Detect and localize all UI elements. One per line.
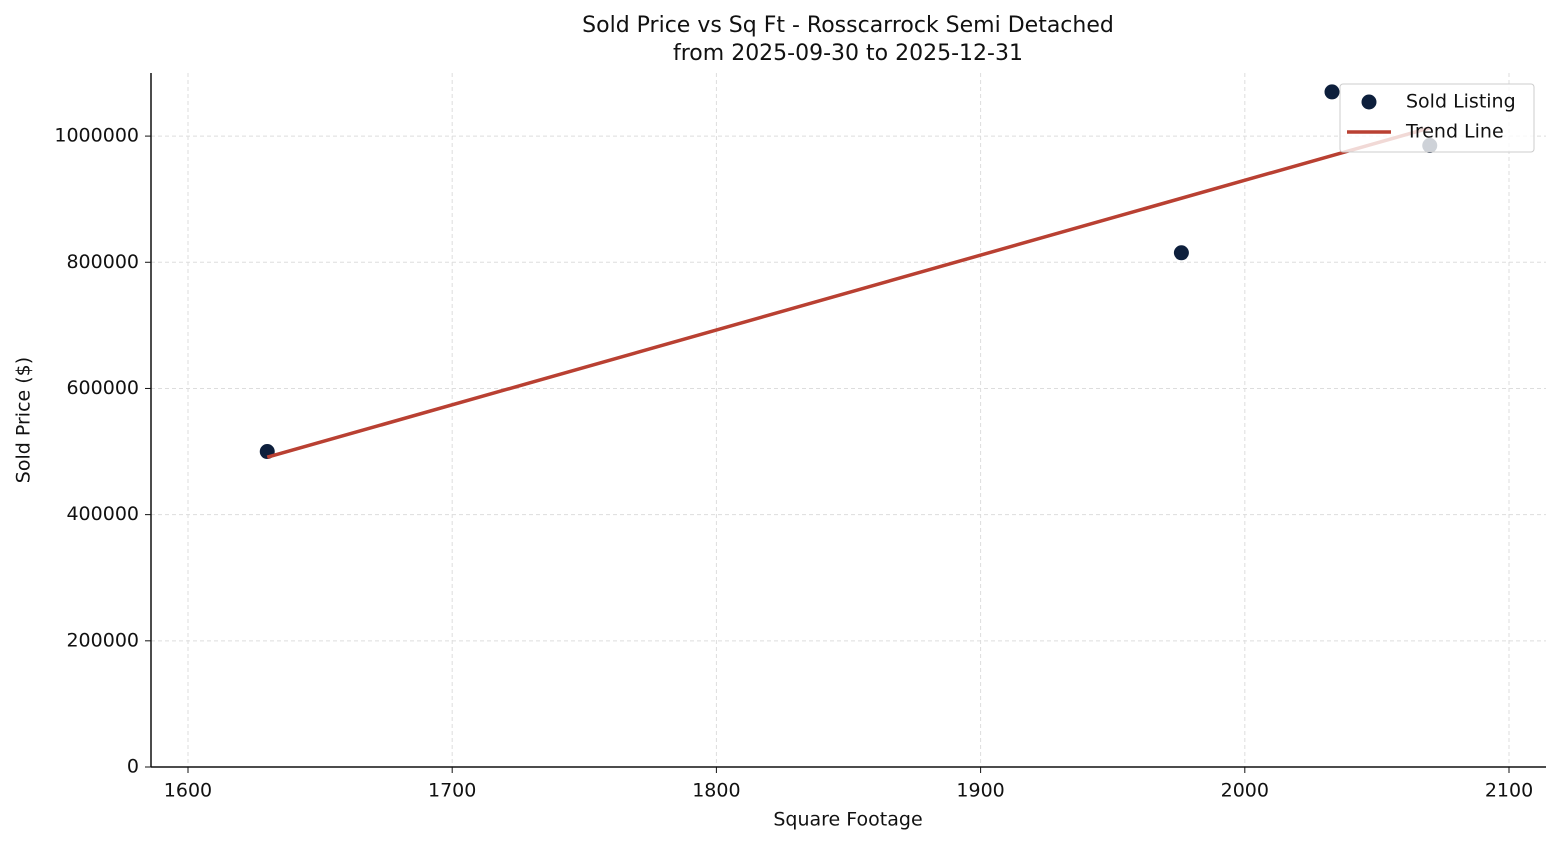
y-tick-label: 0 [127, 756, 139, 778]
y-axis-label: Sold Price ($) [13, 357, 35, 483]
chart-title: Sold Price vs Sq Ft - Rosscarrock Semi D… [582, 13, 1114, 38]
x-tick-label: 1900 [956, 780, 1004, 802]
x-tick-label: 1800 [692, 780, 740, 802]
x-tick-label: 1600 [164, 780, 212, 802]
point [1324, 84, 1340, 100]
trend-line [266, 126, 1431, 459]
x-tick-label: 2000 [1221, 780, 1269, 802]
legend-label: Trend Line [1405, 121, 1504, 143]
chart-subtitle: from 2025-09-30 to 2025-12-31 [673, 41, 1023, 66]
y-tick-label: 200000 [66, 629, 139, 651]
y-tick-label: 400000 [66, 503, 139, 525]
legend-label: Sold Listing [1406, 91, 1516, 113]
point [1173, 245, 1189, 261]
y-tick-label: 600000 [66, 377, 139, 399]
legend-box [1339, 83, 1535, 153]
legend-marker [1361, 94, 1377, 110]
x-tick-label: 1700 [428, 780, 476, 802]
y-tick-label: 800000 [66, 251, 139, 273]
x-axis-label: Square Footage [773, 809, 922, 831]
x-tick-label: 2100 [1485, 780, 1533, 802]
y-tick-label: 1000000 [54, 125, 139, 147]
